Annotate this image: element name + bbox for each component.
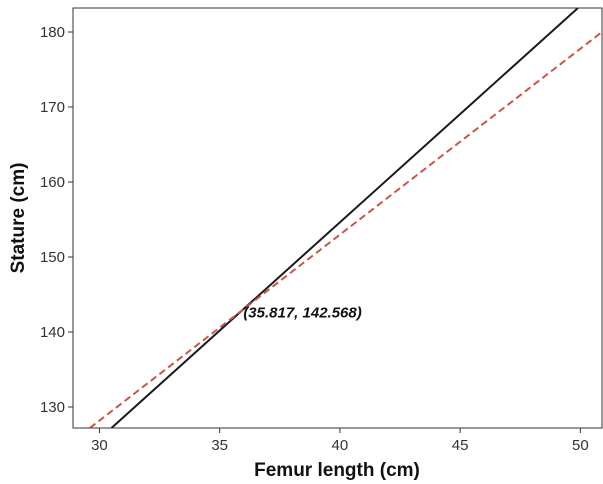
series-line-solid [110,8,579,428]
y-tick-label: 130 [40,399,65,416]
plot-frame [72,7,603,429]
y-tick-label: 170 [40,99,65,116]
y-tick-label: 140 [40,324,65,341]
intersection-annotation: (35.817, 142.568) [243,305,361,322]
x-tick-label: 40 [332,437,349,454]
x-tick-label: 50 [572,437,589,454]
x-tick-label: 45 [452,437,469,454]
x-tick-label: 30 [91,437,108,454]
plot-background [73,8,602,428]
x-tick-label: 35 [211,437,228,454]
x-axis-title: Femur length (cm) [254,460,420,481]
y-tick-label: 180 [40,24,65,41]
series-line-dashed [89,31,602,428]
y-tick-label: 160 [40,174,65,191]
y-axis-title: Stature (cm) [8,163,29,274]
y-tick-label: 150 [40,249,65,266]
